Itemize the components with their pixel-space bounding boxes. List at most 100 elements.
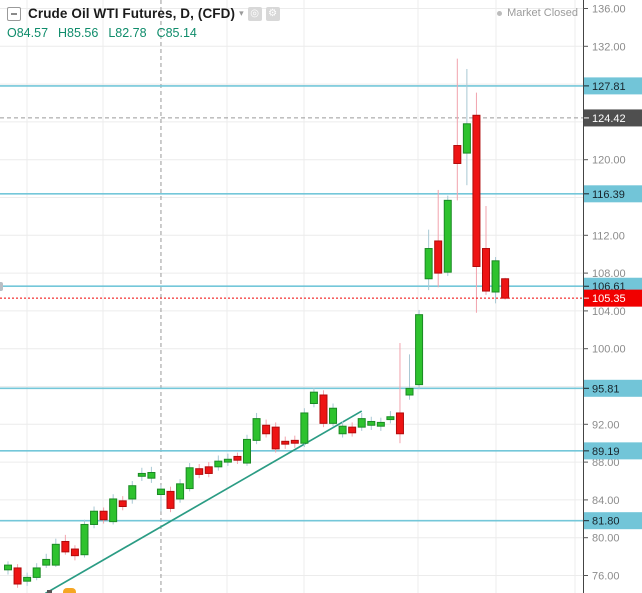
market-status-badge: Market Closed bbox=[497, 7, 578, 19]
candle-down bbox=[434, 240, 443, 274]
crosshair-price-badge-label: 124.42 bbox=[592, 113, 626, 125]
ohlc-high: H85.56 bbox=[58, 26, 99, 40]
candle-up bbox=[386, 416, 395, 421]
ohlc-open: O84.57 bbox=[7, 26, 49, 40]
level-price-badge bbox=[584, 512, 642, 530]
candle-down bbox=[290, 439, 299, 444]
bottom-cutoff-icon bbox=[63, 588, 76, 593]
candle-up bbox=[367, 420, 376, 426]
axis-tick-label: 136.00 bbox=[592, 4, 626, 16]
candle-down bbox=[195, 468, 204, 475]
chevron-down-icon[interactable]: ▾ bbox=[239, 8, 244, 18]
candle-up bbox=[376, 421, 385, 427]
level-price-badge bbox=[584, 185, 642, 203]
axis-tick-label: 80.00 bbox=[592, 533, 620, 545]
last-price-badge-label: 105.35 bbox=[592, 293, 626, 305]
axis-tick-label: 100.00 bbox=[592, 344, 626, 356]
chart-header: Crude Oil WTI Futures, D, (CFD) ▾ ◎ ⚙ O8… bbox=[7, 6, 280, 40]
level-price-badge-label: 81.80 bbox=[592, 516, 620, 528]
candle-up bbox=[214, 460, 223, 468]
axis-tick-label: 108.00 bbox=[592, 268, 626, 280]
symbol-title[interactable]: Crude Oil WTI Futures, D, (CFD) bbox=[28, 6, 236, 21]
candle-up bbox=[32, 567, 41, 578]
bottom-cutoff-mark bbox=[47, 590, 52, 593]
candle-down bbox=[281, 440, 290, 445]
candle-up bbox=[185, 467, 194, 490]
ohlc-low: L82.78 bbox=[108, 26, 147, 40]
last-price-badge bbox=[584, 289, 642, 307]
level-price-badge-label: 95.81 bbox=[592, 383, 620, 395]
candle-up bbox=[491, 260, 500, 293]
candle-up bbox=[462, 123, 471, 154]
candle-up bbox=[80, 523, 89, 556]
status-dot-icon bbox=[497, 10, 503, 16]
candle-up bbox=[147, 471, 156, 479]
candle-down bbox=[99, 510, 108, 521]
candle-up bbox=[223, 458, 232, 463]
candle-up bbox=[309, 391, 318, 405]
settings-gear-icon[interactable]: ⚙ bbox=[265, 6, 280, 21]
level-price-badge-label: 127.81 bbox=[592, 81, 626, 93]
crosshair-price-badge bbox=[584, 109, 642, 127]
candle-down bbox=[13, 567, 22, 585]
candle-down bbox=[61, 540, 70, 553]
candle-up bbox=[128, 485, 137, 500]
hide-indicator-icon[interactable]: ◎ bbox=[247, 6, 262, 21]
level-price-badge-label: 116.39 bbox=[592, 189, 625, 201]
collapse-icon[interactable] bbox=[7, 6, 21, 21]
candle-up bbox=[424, 248, 433, 280]
candle-down bbox=[118, 500, 127, 508]
candle-up bbox=[338, 425, 347, 435]
candle-up bbox=[4, 564, 12, 571]
candle-up bbox=[443, 199, 452, 273]
candle-up bbox=[42, 558, 51, 566]
candle-up bbox=[329, 407, 338, 424]
candle-down bbox=[395, 412, 404, 435]
candle-up bbox=[243, 438, 251, 464]
axis-tick-label: 104.00 bbox=[592, 306, 626, 318]
candle-up bbox=[252, 418, 261, 441]
axis-tick-label: 76.00 bbox=[592, 571, 620, 583]
candle-up bbox=[109, 498, 118, 523]
candle-down bbox=[319, 394, 328, 424]
candle-up bbox=[300, 412, 309, 444]
minus-glyph bbox=[11, 12, 17, 15]
candle-down bbox=[453, 145, 462, 164]
candle-up bbox=[156, 488, 165, 496]
axis-tick-label: 84.00 bbox=[592, 495, 620, 507]
candle-down bbox=[271, 426, 280, 450]
ohlc-values: O84.57 H85.56 L82.78 C85.14 bbox=[7, 26, 280, 40]
level-price-badge bbox=[584, 77, 642, 95]
candle-down bbox=[501, 278, 510, 299]
level-price-badge bbox=[584, 379, 642, 397]
market-status-label: Market Closed bbox=[507, 7, 578, 19]
candle-up bbox=[137, 472, 146, 477]
axis-tick-label: 88.00 bbox=[592, 457, 620, 469]
ohlc-close: C85.14 bbox=[156, 26, 197, 40]
level-price-badge bbox=[584, 442, 642, 460]
level-price-badge-label: 89.19 bbox=[592, 446, 620, 458]
candle-down bbox=[166, 490, 175, 509]
candle-down bbox=[348, 426, 357, 434]
candle-up bbox=[415, 314, 424, 386]
left-edge-line-anchor[interactable] bbox=[0, 282, 3, 291]
trend-line[interactable] bbox=[44, 410, 363, 593]
axis-tick-label: 92.00 bbox=[592, 419, 620, 431]
candle-up bbox=[357, 418, 366, 428]
symbol-title-row: Crude Oil WTI Futures, D, (CFD) ▾ ◎ ⚙ bbox=[7, 6, 280, 21]
axis-tick-label: 112.00 bbox=[592, 230, 625, 242]
candle-down bbox=[70, 548, 79, 557]
candle-up bbox=[51, 543, 60, 566]
axis-tick-label: 120.00 bbox=[592, 155, 626, 167]
candle-up bbox=[23, 576, 32, 582]
candle-down bbox=[482, 248, 490, 292]
candle-up bbox=[176, 483, 185, 500]
candle-down bbox=[472, 114, 481, 267]
candle-down bbox=[204, 466, 213, 474]
candle-down bbox=[233, 455, 242, 461]
candle-down bbox=[262, 424, 271, 435]
candle-up bbox=[405, 387, 414, 396]
axis-tick-label: 132.00 bbox=[592, 41, 626, 53]
